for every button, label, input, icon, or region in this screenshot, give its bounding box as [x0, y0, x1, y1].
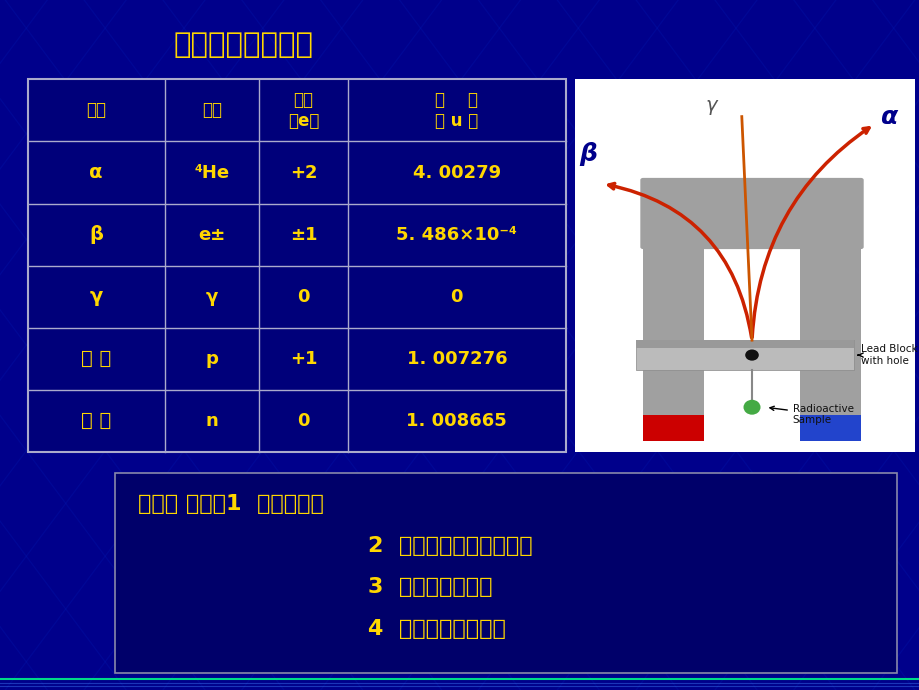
Text: 中 子: 中 子 — [81, 411, 111, 431]
Bar — [799, 247, 860, 415]
Text: ⁴He: ⁴He — [194, 164, 229, 181]
Text: 0: 0 — [297, 288, 310, 306]
Bar — [28, 79, 565, 452]
Text: 0: 0 — [450, 288, 462, 306]
Text: n: n — [205, 412, 218, 430]
Text: 4. 00279: 4. 00279 — [413, 164, 500, 181]
Text: 核辐射的基本性质: 核辐射的基本性质 — [174, 31, 313, 59]
FancyBboxPatch shape — [640, 178, 863, 249]
Bar — [636, 340, 853, 348]
Text: 0: 0 — [297, 412, 310, 430]
Text: 4  产生什麽样的结果: 4 产生什麽样的结果 — [368, 619, 505, 639]
Text: 质    量: 质 量 — [435, 91, 478, 109]
Bar — [28, 79, 565, 452]
Text: p: p — [205, 350, 218, 368]
Text: 质 子: 质 子 — [81, 349, 111, 368]
Text: 载能的 粒子：1  有没有作用: 载能的 粒子：1 有没有作用 — [138, 494, 323, 514]
Text: （e）: （e） — [288, 112, 319, 130]
Text: e±: e± — [199, 226, 225, 244]
Text: 5. 486×10⁻⁴: 5. 486×10⁻⁴ — [396, 226, 516, 244]
Text: α: α — [879, 105, 896, 128]
Text: 种类: 种类 — [86, 101, 106, 119]
Text: +2: +2 — [289, 164, 317, 181]
Text: γ: γ — [89, 287, 103, 306]
Text: 电荷: 电荷 — [293, 91, 313, 109]
Text: 2  具体的作用机制是什麽: 2 具体的作用机制是什麽 — [368, 535, 532, 555]
Bar — [642, 247, 704, 415]
Text: 1. 007276: 1. 007276 — [406, 350, 506, 368]
Bar — [636, 340, 853, 370]
Ellipse shape — [744, 349, 758, 361]
Text: ±1: ±1 — [289, 226, 317, 244]
Bar — [574, 79, 914, 452]
Text: Lead Block
with hole: Lead Block with hole — [857, 344, 916, 366]
Text: β: β — [89, 225, 103, 244]
Text: β: β — [579, 142, 597, 166]
Text: γ: γ — [705, 96, 716, 115]
Bar — [642, 415, 704, 441]
Bar — [799, 415, 860, 441]
Text: +1: +1 — [289, 350, 317, 368]
Bar — [115, 473, 896, 673]
Text: γ: γ — [206, 288, 218, 306]
Text: （ u ）: （ u ） — [435, 112, 478, 130]
Text: 符号: 符号 — [201, 101, 221, 119]
Text: α: α — [89, 163, 103, 182]
Text: 3  有什麽样的规律: 3 有什麽样的规律 — [368, 578, 492, 598]
Text: 1. 008665: 1. 008665 — [406, 412, 506, 430]
Ellipse shape — [743, 400, 760, 415]
Text: Radioactive
Sample: Radioactive Sample — [769, 404, 853, 426]
